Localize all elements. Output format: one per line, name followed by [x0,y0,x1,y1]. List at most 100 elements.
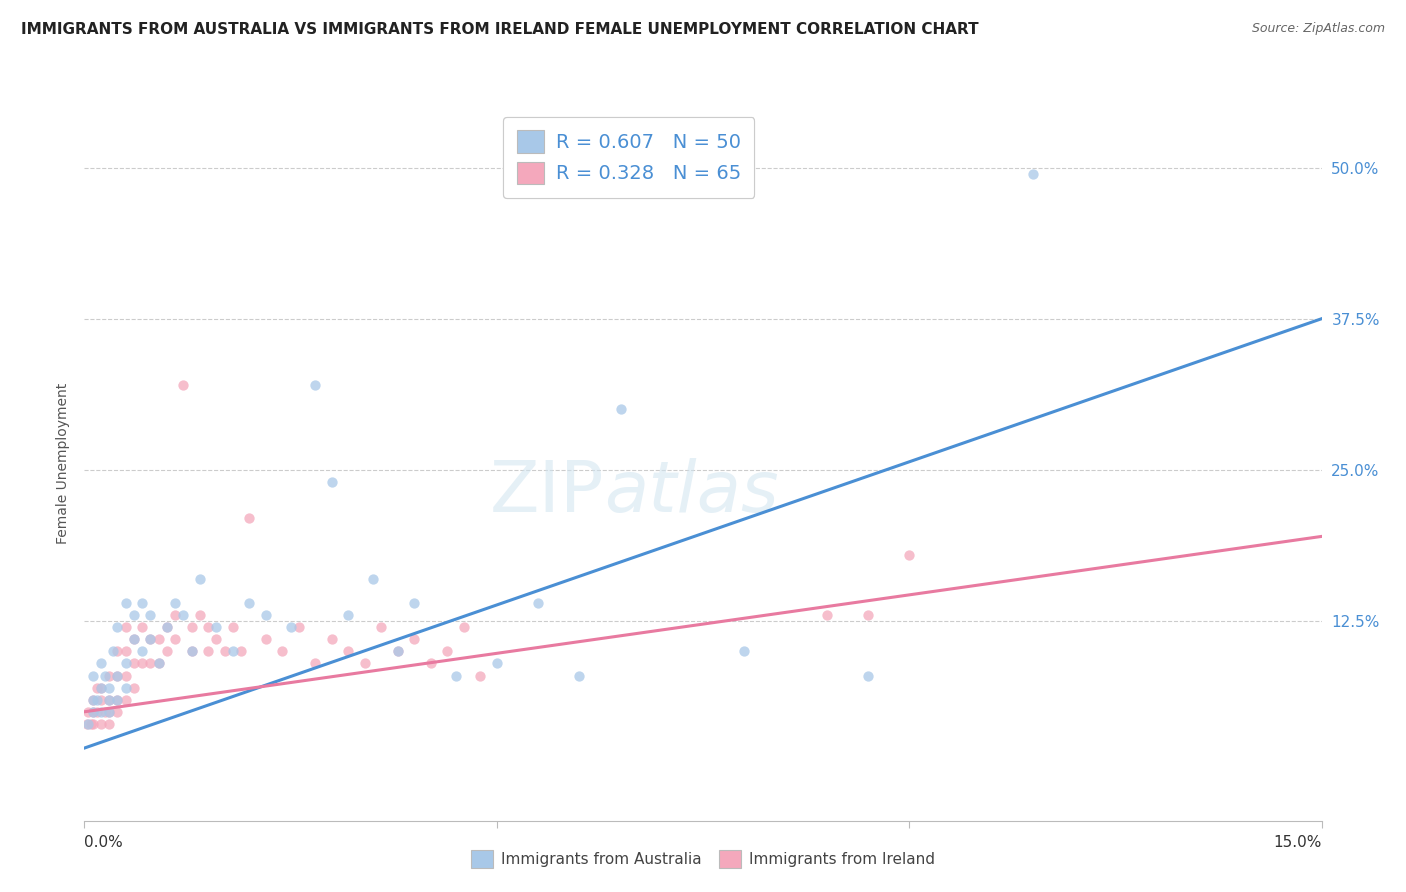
Point [80,717,103,731]
Point [856,607,879,622]
Point [404,632,426,647]
Point [82,692,104,706]
Point [419,657,441,671]
Point [1022,167,1045,181]
Point [156,620,179,634]
Point [898,548,921,562]
Point [122,681,145,695]
Point [370,620,392,634]
Point [205,632,228,647]
Point [114,668,136,682]
Text: 0.0%: 0.0% [84,836,124,850]
Point [404,596,426,610]
Text: Source: ZipAtlas.com: Source: ZipAtlas.com [1251,22,1385,36]
Point [139,632,162,647]
Point [122,607,145,622]
Point [82,705,104,719]
Point [485,657,508,671]
Point [453,620,475,634]
Text: ZIP: ZIP [489,458,605,527]
Point [222,644,245,658]
Point [148,657,170,671]
Point [254,607,277,622]
Point [609,402,631,417]
Point [238,511,260,525]
Point [222,620,245,634]
Point [180,620,202,634]
Point [114,596,136,610]
Point [105,692,128,706]
Point [105,705,128,719]
Text: atlas: atlas [605,458,779,527]
Point [321,475,343,489]
Point [165,607,187,622]
Point [77,705,100,719]
Point [527,596,550,610]
Point [90,657,112,671]
Point [98,692,121,706]
Point [288,620,311,634]
Point [114,644,136,658]
Text: 15.0%: 15.0% [1274,836,1322,850]
Point [238,596,260,610]
Point [229,644,252,658]
Point [98,681,121,695]
Point [568,668,591,682]
Point [122,657,145,671]
Point [197,644,219,658]
Point [105,668,128,682]
Point [90,681,112,695]
Point [304,657,326,671]
Point [105,620,128,634]
Point [86,681,108,695]
Point [188,607,211,622]
Point [172,378,194,392]
Point [131,657,153,671]
Point [321,632,343,647]
Point [148,657,170,671]
Point [90,717,112,731]
Point [103,644,125,658]
Point [353,657,375,671]
Point [148,632,170,647]
Point [82,692,104,706]
Point [98,717,121,731]
Point [86,692,108,706]
Point [205,620,228,634]
Point [90,681,112,695]
Point [280,620,302,634]
Point [856,668,879,682]
Point [114,620,136,634]
Point [131,620,153,634]
Point [180,644,202,658]
Point [139,607,162,622]
Point [139,657,162,671]
Point [105,668,128,682]
Point [304,378,326,392]
Point [94,668,117,682]
Point [90,705,112,719]
Point [197,620,219,634]
Point [131,644,153,658]
Point [337,644,360,658]
Point [82,705,104,719]
Point [180,644,202,658]
Point [387,644,409,658]
Legend: R = 0.607   N = 50, R = 0.328   N = 65: R = 0.607 N = 50, R = 0.328 N = 65 [503,117,755,198]
Point [82,717,104,731]
Point [114,657,136,671]
Point [77,717,100,731]
Point [436,644,458,658]
Point [254,632,277,647]
Point [165,632,187,647]
Point [131,596,153,610]
Point [156,644,179,658]
Point [387,644,409,658]
Point [122,632,145,647]
Point [156,620,179,634]
Legend: Immigrants from Australia, Immigrants from Ireland: Immigrants from Australia, Immigrants fr… [464,843,942,875]
Point [337,607,360,622]
Point [98,692,121,706]
Point [214,644,236,658]
Point [94,705,117,719]
